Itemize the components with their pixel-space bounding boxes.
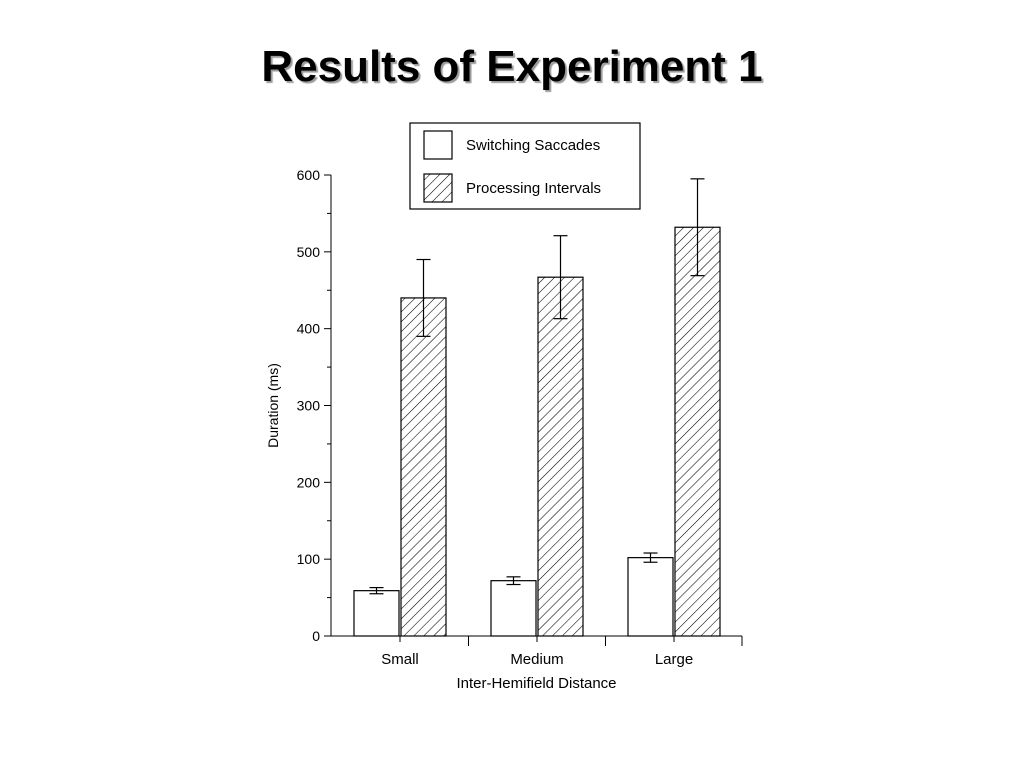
legend-swatch-hatched: [423, 173, 453, 203]
y-tick-label: 400: [297, 321, 321, 337]
y-tick-label: 100: [297, 551, 321, 567]
slide-title: Results of Experiment 1: [261, 42, 763, 91]
x-axis-label: Inter-Hemifield Distance: [456, 675, 616, 692]
x-axis: Small Medium Large Inter-Hemifield Distance: [331, 635, 743, 692]
y-tick-label: 0: [312, 628, 320, 644]
bar-plain-medium: [490, 580, 537, 637]
bar-hatched-medium: [537, 276, 584, 637]
legend-swatch-plain: [423, 130, 453, 160]
x-tick-label: Small: [381, 651, 419, 668]
x-tick-label: Large: [655, 651, 693, 668]
bar-plain-large: [627, 557, 674, 637]
chart-legend: Switching Saccades Processing Intervals: [409, 122, 641, 210]
y-tick-label: 500: [297, 244, 321, 260]
bar-hatched-large: [674, 226, 721, 637]
bar-hatched-small: [400, 297, 447, 637]
y-tick-label: 600: [297, 167, 321, 183]
y-tick-label: 300: [297, 398, 321, 414]
legend-label: Processing Intervals: [466, 180, 601, 197]
legend-label: Switching Saccades: [466, 137, 600, 154]
y-axis: 0 100 200 300 400 500 600 Duration (ms): [265, 167, 332, 644]
bar-plain-small: [353, 590, 400, 637]
y-tick-label: 200: [297, 474, 321, 490]
error-bars: [369, 178, 705, 595]
bar-series: [353, 226, 721, 637]
x-tick-label: Medium: [510, 651, 563, 668]
y-axis-label: Duration (ms): [265, 363, 281, 448]
